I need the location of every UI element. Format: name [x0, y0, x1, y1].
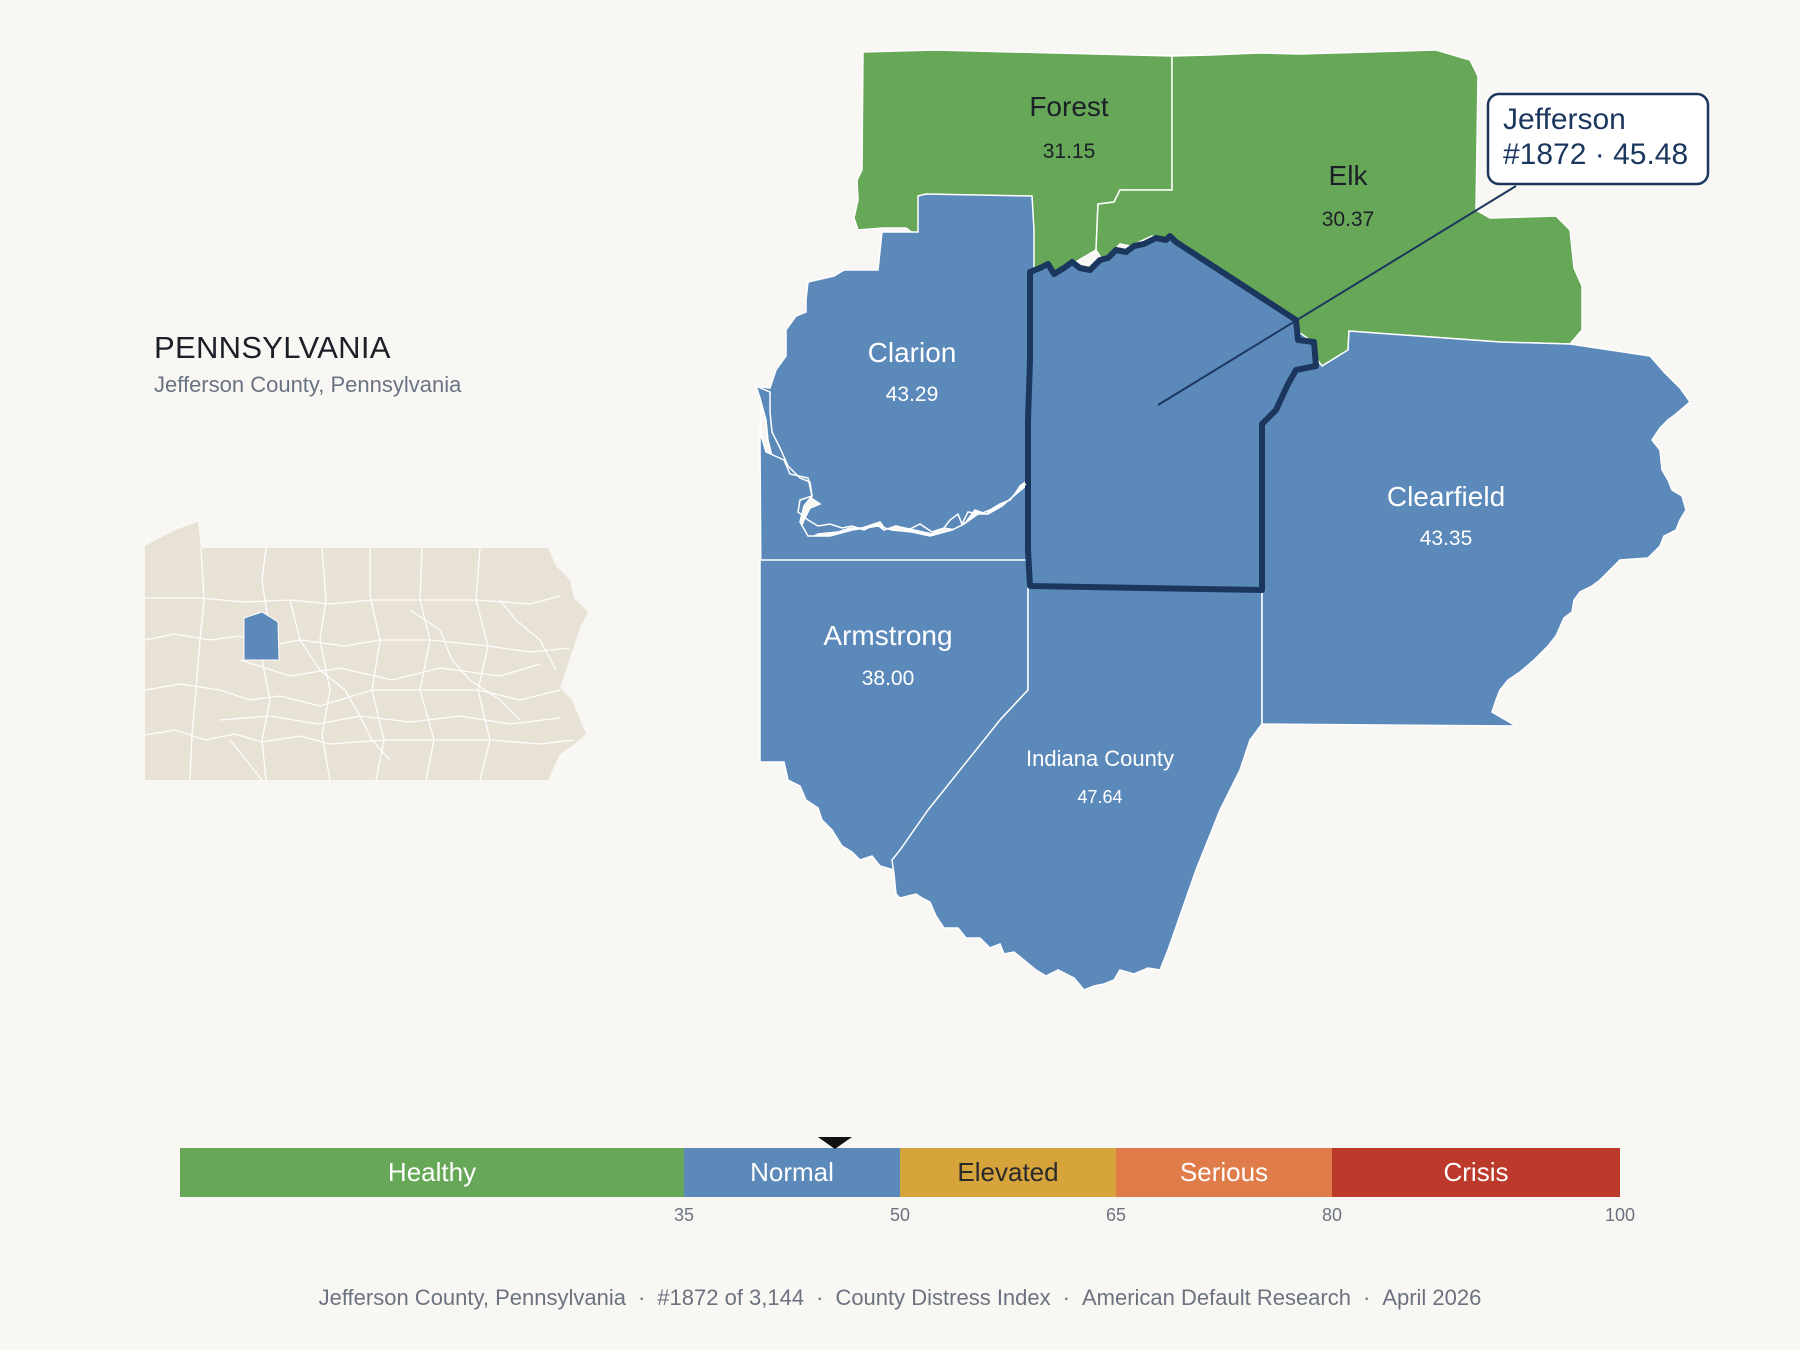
pennsylvania-inset-map: [144, 522, 588, 781]
label-armstrong-value: 38.00: [862, 667, 915, 690]
state-title: PENNSYLVANIA: [154, 330, 391, 365]
jefferson-callout[interactable]: Jefferson #1872 · 45.48: [1157, 92, 1710, 406]
legend-segment-healthy: [180, 1148, 684, 1197]
label-forest-value: 31.15: [1043, 140, 1096, 163]
legend-ticks: 35 50 65 80 100: [674, 1205, 1635, 1225]
legend-segment-label: Normal: [750, 1157, 834, 1187]
legend-segment-normal: [684, 1148, 900, 1197]
legend-tick-label: 50: [890, 1205, 910, 1225]
footer-separator: ·: [1362, 1285, 1371, 1310]
legend-segment-label: Serious: [1180, 1157, 1268, 1187]
legend-segment-crisis: [1332, 1148, 1620, 1197]
footer: Jefferson County, Pennsylvania · #1872 of …: [0, 1285, 1800, 1311]
county-labels: Forest 31.15 Elk 30.37 Clarion 43.29 Cle…: [823, 91, 1505, 807]
label-elk-value: 30.37: [1322, 208, 1375, 231]
county-jefferson[interactable]: [1025, 233, 1319, 593]
footer-separator: ·: [816, 1285, 824, 1310]
inset-jefferson-highlight: [243, 611, 280, 661]
legend-segment-elevated: [900, 1148, 1116, 1197]
footer-index: County Distress Index: [835, 1285, 1051, 1310]
legend-tick-label: 65: [1106, 1205, 1126, 1225]
label-clarion-value: 43.29: [886, 383, 939, 406]
legend-segment-label: Healthy: [388, 1157, 476, 1187]
label-clearfield-name: Clearfield: [1387, 481, 1505, 512]
county-clearfield[interactable]: [1261, 328, 1692, 727]
footer-separator: ·: [1062, 1285, 1070, 1310]
footer-date: April 2026: [1382, 1285, 1482, 1310]
label-armstrong-name: Armstrong: [823, 620, 952, 651]
distress-scale-legend: Healthy Normal Elevated Serious Crisis 35 50 6…: [180, 1137, 1635, 1225]
legend-segments: Healthy Normal Elevated Serious Crisis: [180, 1148, 1620, 1197]
county-map: [754, 49, 1692, 991]
callout-box: [1486, 92, 1710, 186]
footer-separator: ·: [637, 1285, 646, 1310]
callout-leader-line: [1157, 185, 1517, 406]
label-forest-name: Forest: [1029, 91, 1109, 122]
legend-segment-label: Elevated: [957, 1157, 1058, 1187]
label-clearfield-value: 43.35: [1420, 527, 1473, 550]
legend-segment-serious: [1116, 1148, 1332, 1197]
label-indiana-value: 47.64: [1077, 787, 1122, 807]
county-indiana[interactable]: [891, 585, 1263, 991]
callout-rank-value: #1872 · 45.48: [1503, 138, 1688, 171]
footer-county: Jefferson County, Pennsylvania: [318, 1285, 626, 1310]
callout-name: Jefferson: [1503, 103, 1626, 136]
legend-tick-label: 80: [1322, 1205, 1342, 1225]
footer-source: American Default Research: [1081, 1285, 1351, 1310]
current-value-marker: [817, 1137, 852, 1149]
legend-tick-label: 35: [674, 1205, 694, 1225]
footer-rank: #1872 of 3,144: [657, 1285, 805, 1310]
inset-county-lines: [144, 547, 575, 781]
legend-tick-label: 100: [1605, 1205, 1635, 1225]
clarion-river: [755, 385, 1027, 533]
legend-segment-label: Crisis: [1444, 1157, 1509, 1187]
label-indiana-name: Indiana County: [1026, 746, 1174, 771]
label-clarion-name: Clarion: [868, 337, 957, 368]
label-elk-name: Elk: [1329, 160, 1369, 191]
state-subtitle: Jefferson County, Pennsylvania: [154, 372, 462, 397]
